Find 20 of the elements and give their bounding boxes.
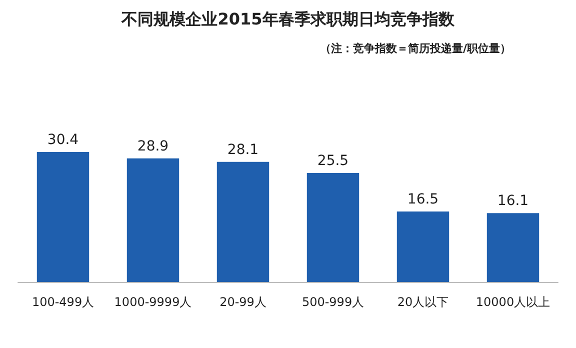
bar: [36, 152, 90, 282]
data-label: 30.4: [47, 132, 79, 148]
data-label: 16.1: [497, 193, 529, 210]
x-tick-label: 20-99人: [220, 295, 266, 309]
bar: [216, 162, 270, 282]
bar: [306, 172, 360, 282]
bar: [126, 158, 180, 282]
x-tick-label: 1000-9999人: [114, 295, 192, 309]
data-label: 25.5: [317, 152, 349, 169]
bar: [486, 213, 540, 282]
x-tick-label: 100-499人: [32, 295, 94, 309]
x-tick-label: 20人以下: [397, 295, 449, 309]
chart-title: 不同规模企业2015年春季求职期日均竞争指数: [120, 10, 456, 28]
data-label: 28.1: [227, 142, 259, 158]
chart-subtitle: （注：竞争指数＝简历投递量/职位量）: [320, 42, 512, 55]
bar: [396, 211, 450, 282]
data-label: 16.5: [407, 191, 439, 208]
x-tick-label: 500-999人: [302, 295, 364, 309]
data-label: 28.9: [137, 138, 169, 154]
x-tick-label: 10000人以上: [476, 295, 550, 309]
